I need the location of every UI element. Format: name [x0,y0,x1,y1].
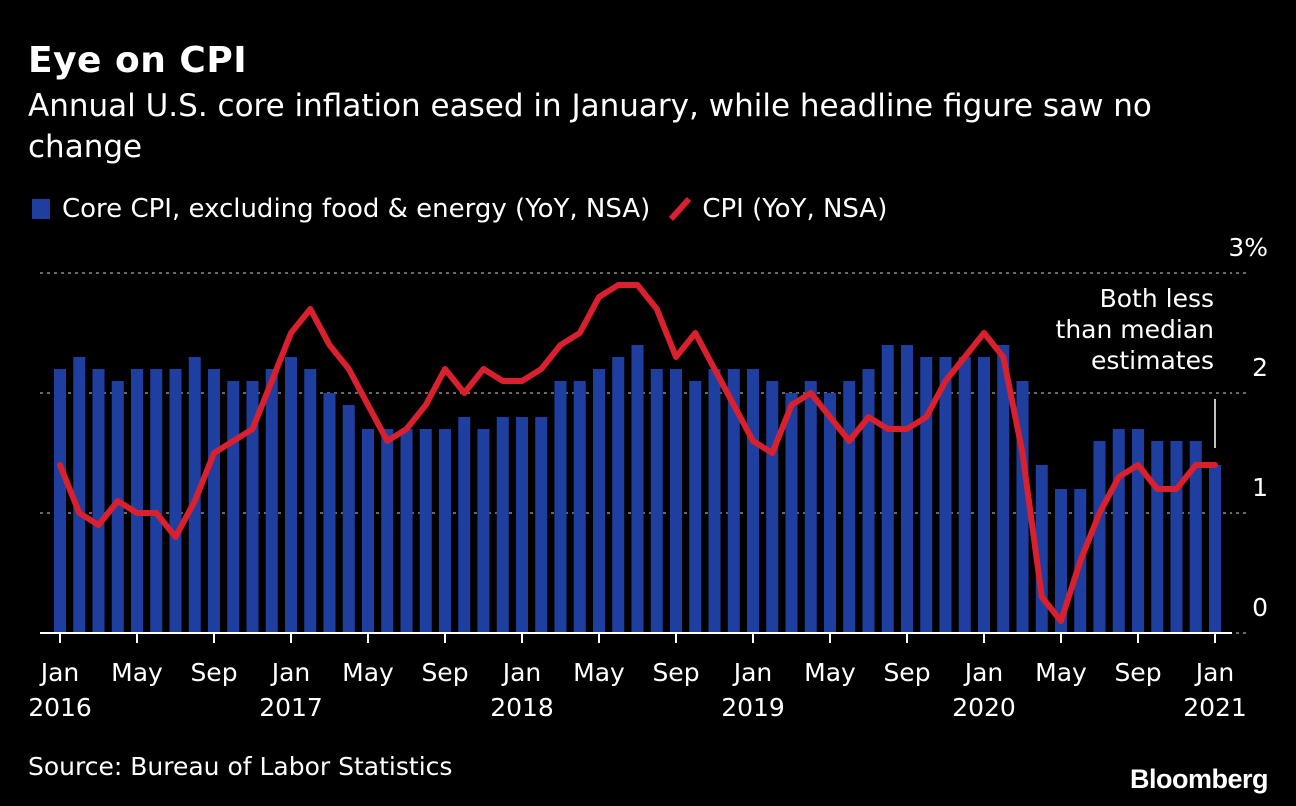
x-tick-label-month: Sep [1114,658,1161,687]
bar [458,417,471,633]
x-tick-label-month: Sep [190,658,237,687]
bar [554,381,567,633]
x-tick-label-month: Jan [39,658,80,687]
bar [419,429,432,633]
bar [689,381,702,633]
bar [1151,441,1164,633]
y-tick-label: 3% [1228,233,1268,262]
source-note: Source: Bureau of Labor Statistics [28,752,453,781]
bar [843,381,856,633]
x-tick-label-month: Sep [421,658,468,687]
bar [131,369,143,633]
bar [111,381,124,633]
x-tick-label-year: 2020 [952,693,1016,722]
bar [400,429,413,633]
bar [747,369,759,633]
bar [381,429,394,633]
bar [535,417,548,633]
legend-cpi-swatch [669,196,692,222]
bar [881,345,894,633]
legend: Core CPI, excluding food & energy (YoY, … [32,194,887,224]
bar [362,429,374,633]
bar [1132,429,1144,633]
bar [323,393,336,633]
cpi-line [57,282,1218,624]
bar [342,405,355,633]
x-tick-label-month: Jan [501,658,542,687]
bar [804,381,817,633]
annotation-text: estimates [1091,346,1214,375]
bar [920,357,933,633]
bar [150,369,163,633]
x-tick-label-month: Sep [883,658,930,687]
x-tick-label-year: 2017 [259,693,323,722]
bar [708,369,721,633]
bar [766,381,779,633]
x-tick-label-month: May [573,658,625,687]
bar [439,429,451,633]
bar [862,369,875,633]
bar [573,381,586,633]
legend-core-label: Core CPI, excluding food & energy (YoY, … [62,194,651,224]
x-tick-label-year: 2018 [490,693,554,722]
x-tick-label-month: Jan [1194,658,1235,687]
legend-core-swatch [32,199,50,219]
bloomberg-logo: Bloomberg [1129,764,1269,794]
y-tick-label: 0 [1252,593,1268,622]
annotation-text: Both less [1100,284,1214,313]
x-tick-label-year: 2019 [721,693,785,722]
bar [477,429,490,633]
bar [612,357,625,633]
x-tick-label-month: May [342,658,394,687]
y-tick-label: 2 [1252,353,1268,382]
x-tick-label-year: 2021 [1183,693,1247,722]
bar [785,393,798,633]
bar [1055,489,1067,633]
x-tick-label-month: Sep [652,658,699,687]
y-tick-label: 1 [1252,473,1268,502]
bar [901,345,913,633]
bar [246,381,259,633]
bar [73,357,86,633]
bar [516,417,528,633]
bar [727,369,740,633]
bar [227,381,240,633]
chart-title: Eye on CPI [28,40,248,81]
bar [824,393,836,633]
bar [939,357,952,633]
x-tick-label-month: May [111,658,163,687]
bar [958,357,971,633]
chart-subtitle: Annual U.S. core inflation eased in Janu… [28,88,1152,165]
x-tick-label-month: Jan [270,658,311,687]
x-tick-label-month: May [804,658,856,687]
bar [650,369,663,633]
bar [593,369,605,633]
bar [631,345,644,633]
bar [54,369,66,633]
bar [1189,441,1202,633]
legend-cpi-label: CPI (YoY, NSA) [702,194,888,224]
bar [978,357,990,633]
x-tick-label-year: 2016 [28,693,92,722]
x-tick-label-month: May [1035,658,1087,687]
annotation-text: than median [1056,315,1214,344]
bar [1093,441,1106,633]
x-tick-label-month: Jan [732,658,773,687]
bar [496,417,509,633]
bar [997,345,1010,633]
bar [285,357,297,633]
bar [1209,465,1221,633]
bar [1170,441,1183,633]
bar [670,369,682,633]
bar [92,369,105,633]
x-tick-label-month: Jan [963,658,1004,687]
bar [265,369,278,633]
bar [208,369,220,633]
bar [304,369,317,633]
bar [169,369,182,633]
bar [1112,429,1125,633]
